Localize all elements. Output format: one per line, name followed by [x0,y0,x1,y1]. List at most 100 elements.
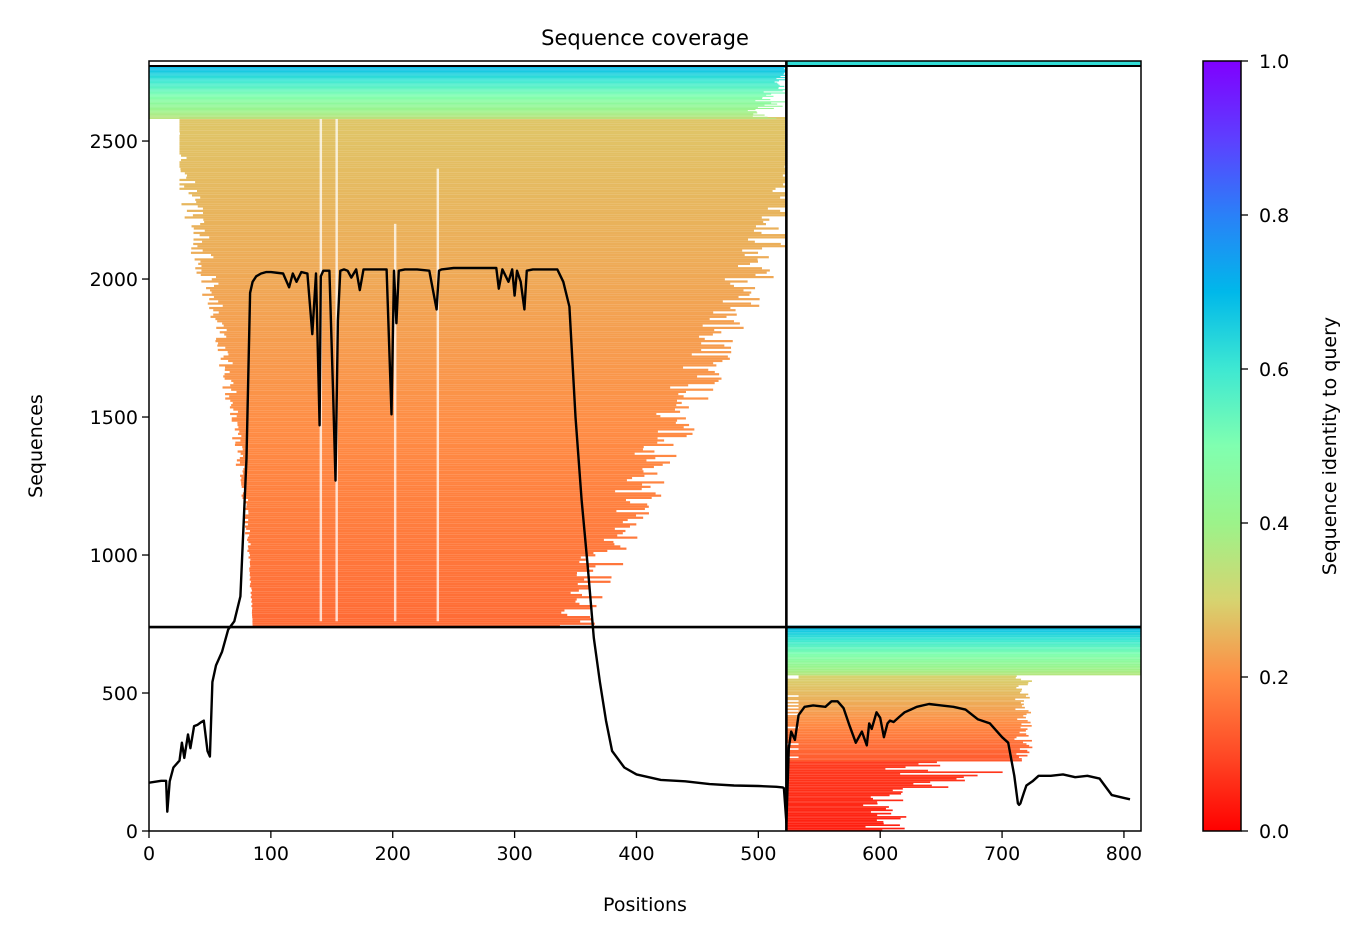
msa-row [252,613,568,617]
msa-row [204,229,754,232]
msa-row [149,92,786,94]
msa-row [202,211,787,215]
alignment-gap [393,223,397,622]
msa-row [786,642,1141,644]
msa-row [216,326,744,329]
msa-row [786,736,1017,739]
msa-row [201,269,770,272]
msa-row [184,172,787,175]
msa-row [179,128,787,131]
msa-row [786,660,1141,663]
msa-row [241,494,662,497]
msa-row [786,794,890,797]
msa-row [210,289,744,292]
colorbar-ticks: 0.0 0.2 0.4 0.6 0.8 1.0 [1241,51,1289,843]
msa-row [225,346,732,349]
msa-row [236,459,647,462]
msa-row [224,377,722,380]
x-tick-label: 200 [375,843,411,865]
msa-row [179,161,787,164]
msa-row [242,448,643,451]
msa-row [179,150,787,153]
msa-row [252,607,593,610]
msa-row [242,492,656,495]
msa-row [219,331,722,334]
msa-row [226,328,715,332]
msa-row [234,443,674,446]
msa-row [242,446,644,449]
msa-row [179,134,787,137]
msa-row [149,91,764,93]
msa-row [237,410,681,413]
msa-row [786,779,965,782]
msa-row [786,824,900,827]
msa-row [215,340,733,343]
msa-row [798,695,1026,697]
msa-row [179,132,787,135]
msa-row [228,359,723,363]
y-tick-label: 0 [126,821,138,843]
msa-row [786,657,1141,659]
msa-row [786,807,886,810]
msa-row [246,503,648,506]
msa-row [200,223,766,226]
msa-row [213,313,737,316]
msa-row [249,578,585,581]
msa-row [786,782,914,785]
msa-row [229,370,715,374]
msa-row [786,705,1022,707]
msa-row [149,72,785,74]
msa-row [218,342,702,345]
msa-row [786,819,877,822]
msa-row [249,551,594,555]
msa-row [209,236,787,239]
msa-row [179,123,787,126]
msa-row [179,130,787,133]
msa-row [798,677,1016,679]
y-tick-label: 2500 [90,131,138,153]
colorbar-label: Sequence identity to query [1319,317,1341,575]
msa-row [786,680,1032,682]
msa-row [786,829,883,831]
msa-row [241,483,643,486]
msa-row [188,192,787,195]
msa-row [250,596,603,599]
msa-row [786,758,1022,760]
msa-row [252,618,592,621]
msa-row [149,75,781,78]
msa-row [786,754,1028,757]
msa-row [786,749,1028,752]
msa-row [149,90,783,92]
msa-row [786,738,1015,740]
msa-row [786,655,1141,658]
msa-row [200,196,781,199]
msa-row [250,580,611,583]
msa-row [179,139,787,142]
msa-row [786,645,1141,648]
msa-row [786,812,892,815]
msa-row [202,207,768,210]
msa-row [250,543,615,546]
msa-row [233,408,675,411]
msa-row [249,571,578,575]
msa-row [252,616,590,619]
msa-row [786,733,1027,735]
msa-row [180,158,787,162]
msa-row [786,753,1017,755]
msa-row [786,686,1017,689]
msa-row [186,176,787,179]
msa-row [196,271,767,274]
msa-row [244,516,644,519]
msa-row [786,673,1141,676]
msa-row [209,298,760,301]
msa-row [250,558,586,561]
msa-row [250,591,571,594]
msa-row [786,816,907,818]
msa-row [218,311,714,314]
msa-row [786,821,884,823]
x-tick-label: 700 [984,843,1020,865]
msa-row [179,145,787,148]
msa-row [798,726,1021,729]
msa-row [786,628,1141,631]
colorbar-tick-label: 0.4 [1259,513,1289,535]
